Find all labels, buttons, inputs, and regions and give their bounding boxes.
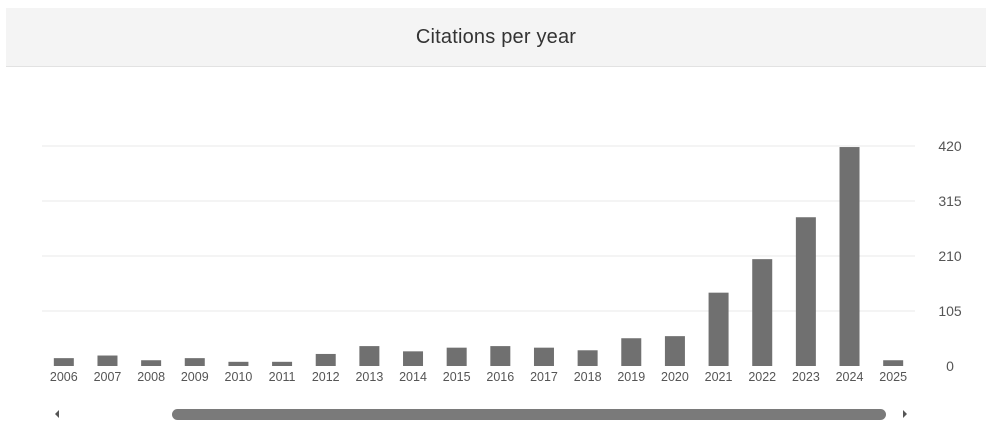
y-tick-label: 210 bbox=[938, 248, 962, 264]
x-tick-label: 2016 bbox=[486, 370, 514, 384]
scrollbar-thumb[interactable] bbox=[172, 409, 886, 420]
x-tick-label: 2011 bbox=[269, 370, 296, 384]
x-tick-label: 2024 bbox=[836, 370, 864, 384]
bar-2010[interactable] bbox=[228, 361, 249, 366]
x-tick-label: 2022 bbox=[748, 370, 776, 384]
bar-2020[interactable] bbox=[664, 336, 685, 366]
bar-2007[interactable] bbox=[97, 355, 118, 366]
x-tick-label: 2017 bbox=[530, 370, 558, 384]
chart-scrollbar[interactable] bbox=[40, 404, 920, 426]
x-tick-label: 2006 bbox=[50, 370, 78, 384]
bar-2006[interactable] bbox=[53, 358, 74, 366]
bar-2016[interactable] bbox=[490, 346, 511, 366]
y-tick-label: 105 bbox=[938, 303, 962, 319]
x-tick-label: 2025 bbox=[879, 370, 907, 384]
y-tick-label: 315 bbox=[938, 193, 962, 209]
bar-2017[interactable] bbox=[533, 347, 554, 366]
x-tick-label: 2023 bbox=[792, 370, 820, 384]
y-tick-label: 0 bbox=[946, 358, 954, 374]
bar-2019[interactable] bbox=[621, 338, 642, 366]
bar-2024[interactable] bbox=[839, 147, 860, 366]
bar-2013[interactable] bbox=[359, 346, 380, 366]
x-tick-label: 2018 bbox=[574, 370, 602, 384]
x-tick-label: 2013 bbox=[355, 370, 383, 384]
bar-2023[interactable] bbox=[795, 217, 816, 366]
bar-2008[interactable] bbox=[141, 360, 162, 366]
x-tick-label: 2014 bbox=[399, 370, 427, 384]
x-tick-label: 2007 bbox=[94, 370, 122, 384]
x-tick-label: 2021 bbox=[705, 370, 733, 384]
x-tick-label: 2009 bbox=[181, 370, 209, 384]
bar-2025[interactable] bbox=[883, 360, 904, 366]
bar-2012[interactable] bbox=[315, 353, 336, 366]
chart-header: Citations per year bbox=[6, 8, 986, 67]
chart-title: Citations per year bbox=[415, 25, 577, 48]
x-tick-label: 2020 bbox=[661, 370, 689, 384]
y-tick-label: 420 bbox=[938, 138, 962, 154]
bar-2014[interactable] bbox=[403, 351, 424, 366]
bar-2021[interactable] bbox=[708, 292, 729, 366]
citations-bar-chart: 0 105 210 315 420 2006 2007 2008 2009 2010 2011 201… bbox=[42, 138, 962, 384]
chart-area: 0 105 210 315 420 2006 2007 2008 2009 2010 2011 201… bbox=[0, 66, 992, 386]
bar-2018[interactable] bbox=[577, 350, 598, 366]
bar-2009[interactable] bbox=[184, 358, 205, 366]
scroll-right-arrow-icon[interactable] bbox=[898, 407, 912, 421]
x-tick-label: 2019 bbox=[617, 370, 645, 384]
x-tick-label: 2015 bbox=[443, 370, 471, 384]
x-tick-label: 2012 bbox=[312, 370, 340, 384]
x-tick-label: 2010 bbox=[225, 370, 253, 384]
bar-2011[interactable] bbox=[272, 361, 293, 366]
bar-2015[interactable] bbox=[446, 347, 467, 366]
x-tick-label: 2008 bbox=[137, 370, 165, 384]
scroll-left-arrow-icon[interactable] bbox=[50, 407, 64, 421]
bar-2022[interactable] bbox=[752, 259, 773, 366]
